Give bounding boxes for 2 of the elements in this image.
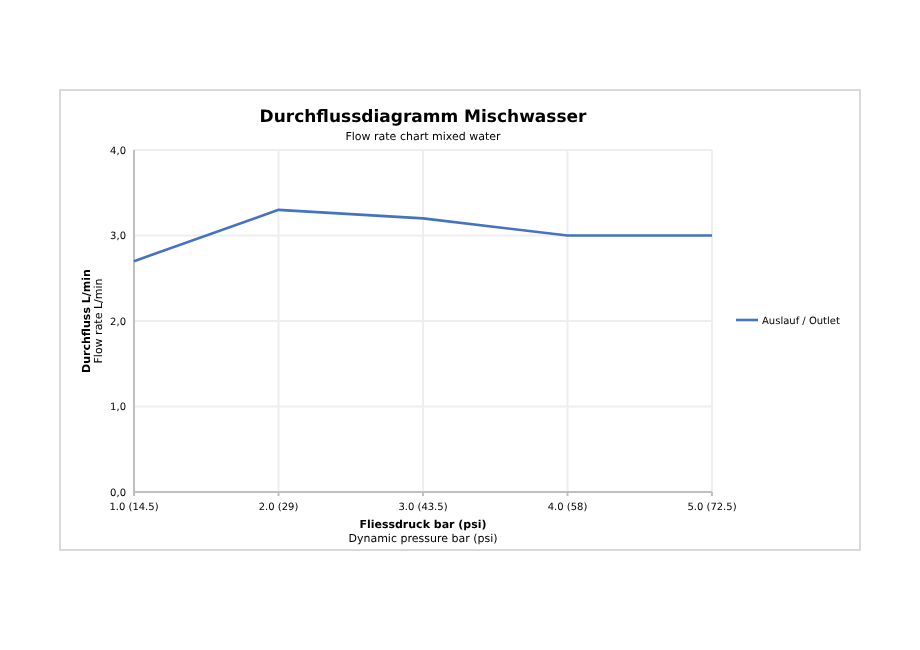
chart-title: Durchflussdiagramm Mischwasser — [259, 108, 589, 128]
line-series — [132, 208, 714, 263]
